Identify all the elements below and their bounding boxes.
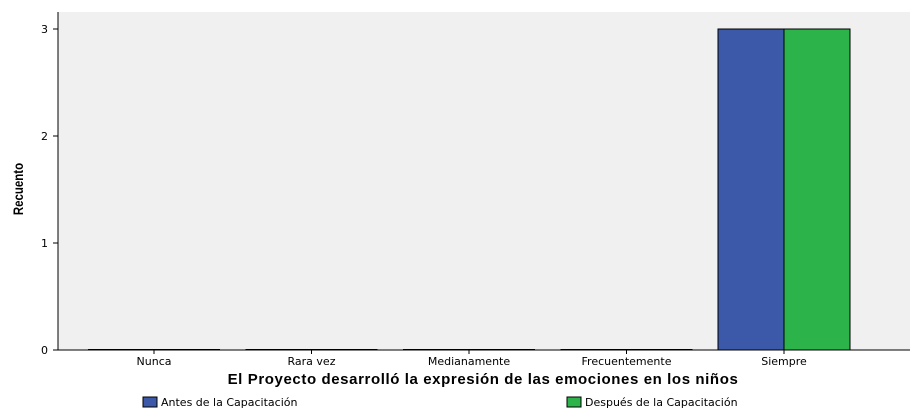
y-tick-label: 3 (41, 23, 48, 36)
legend-label-despues: Después de la Capacitación (585, 396, 738, 409)
bar-antes-4 (717, 28, 785, 351)
legend-swatch-despues (566, 396, 582, 408)
y-tick-label: 2 (41, 130, 48, 143)
x-tick-label: Rara vez (288, 355, 336, 368)
x-tick-label: Nunca (137, 355, 172, 368)
legend-swatch-antes (142, 396, 158, 408)
legend-label-antes: Antes de la Capacitación (161, 396, 297, 409)
y-tick-label: 1 (41, 237, 48, 250)
x-ticks-group: Nunca Rara vez Medianamente Frecuentemente S… (137, 350, 807, 368)
x-axis-label: El Proyecto desarrolló la expresión de l… (228, 371, 739, 388)
bar-despues-4 (783, 28, 851, 351)
x-tick-label: Medianamente (428, 355, 511, 368)
y-axis-label: Recuento (10, 163, 26, 215)
bars-group (88, 28, 851, 351)
y-tick-label: 0 (41, 344, 48, 357)
y-ticks-group: 0 1 2 3 (41, 23, 58, 357)
legend: Antes de la Capacitación Después de la Ca… (142, 396, 738, 409)
x-tick-label: Siempre (761, 355, 807, 368)
x-tick-label: Frecuentemente (582, 355, 672, 368)
